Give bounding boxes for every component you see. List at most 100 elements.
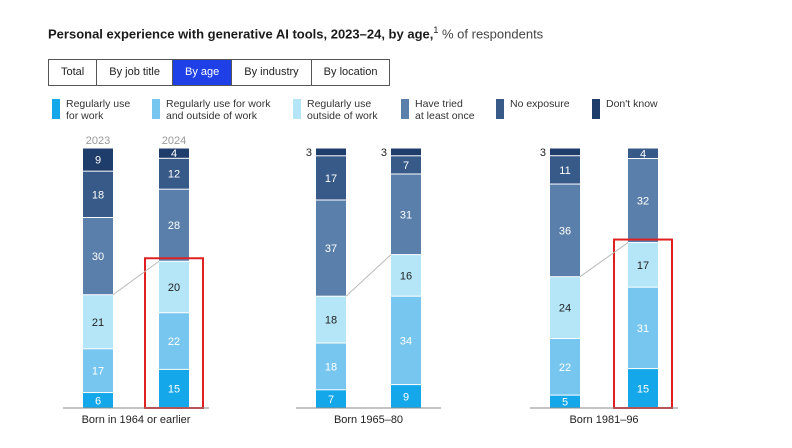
data-label: 9 [403, 391, 409, 403]
legend-item-regularly-use-work: Regularly use for work [52, 98, 130, 122]
bar-segment [83, 171, 113, 218]
legend: Regularly use for work Regularly use for… [52, 98, 752, 128]
legend-label: Don't know [606, 98, 658, 110]
bar-segment [550, 184, 580, 277]
bar-segment [391, 385, 421, 408]
data-label: 20 [168, 282, 180, 294]
data-label: 16 [400, 270, 412, 282]
data-label: 18 [92, 189, 104, 201]
bar-segment [83, 148, 113, 171]
bar-segment [316, 200, 346, 296]
bar-segment [550, 395, 580, 408]
data-label: 9 [95, 155, 101, 167]
legend-item-regularly-use-outside: Regularly use outside of work [293, 98, 378, 122]
bar-segment [159, 189, 189, 261]
data-label: 7 [403, 160, 409, 172]
bar-segment [391, 148, 421, 156]
legend-item-no-exposure: No exposure [496, 98, 570, 119]
bar-segment [628, 369, 658, 408]
bar-segment [628, 148, 658, 159]
bar-segment [159, 148, 189, 158]
tab-by-location[interactable]: By location [311, 60, 390, 85]
data-label: 15 [637, 383, 649, 395]
view-tabs: Total By job title By age By industry By… [48, 59, 391, 86]
title-subtitle: % of respondents [442, 26, 544, 42]
legend-label: Regularly use outside of work [307, 98, 378, 122]
year-label: 2024 [162, 135, 186, 147]
group-label: Born 1981–96 [569, 414, 638, 426]
legend-swatch [52, 99, 60, 119]
group-label: Born in 1964 or earlier [82, 414, 191, 426]
data-label: 3 [306, 147, 312, 159]
legend-item-dont-know: Don't know [592, 98, 658, 119]
chart-title: Personal experience with generative AI t… [48, 25, 543, 41]
data-label: 3 [381, 147, 387, 159]
tab-total[interactable]: Total [49, 60, 98, 85]
data-label: 18 [325, 361, 337, 373]
legend-item-regularly-use-both: Regularly use for work and outside of wo… [152, 98, 270, 122]
data-label: 34 [400, 335, 412, 347]
tab-by-age[interactable]: By age [173, 60, 233, 85]
bar-segment [391, 296, 421, 385]
bar-segment [391, 255, 421, 296]
data-label: 11 [559, 165, 570, 177]
data-label: 15 [168, 384, 180, 396]
data-label: 17 [92, 366, 104, 378]
bar-segment [316, 296, 346, 343]
legend-label: No exposure [510, 98, 570, 110]
bar-segment [83, 218, 113, 295]
legend-label: Regularly use for work and outside of wo… [166, 98, 271, 122]
data-label: 17 [637, 260, 649, 272]
bar-segment [550, 148, 580, 156]
bar-segment [391, 174, 421, 255]
connector-line [345, 254, 392, 297]
legend-label: Have tried at least once [415, 98, 475, 122]
bar-segment [159, 369, 189, 408]
data-label: 18 [325, 315, 337, 327]
data-label: 31 [637, 323, 649, 335]
bar-segment [628, 287, 658, 369]
connector-line [112, 260, 160, 296]
title-footnote: 1 [433, 25, 439, 35]
data-label: 32 [637, 196, 649, 208]
data-label: 6 [95, 395, 101, 407]
bar-segment [316, 148, 346, 156]
data-label: 12 [168, 169, 180, 181]
bar-segment [316, 390, 346, 408]
bar-segment [83, 393, 113, 408]
data-label: 37 [325, 243, 337, 255]
data-label: 36 [559, 225, 571, 237]
group-label: Born 1965–80 [334, 414, 403, 426]
legend-swatch [293, 99, 301, 119]
data-label: 22 [168, 336, 180, 348]
legend-item-have-tried: Have tried at least once [401, 98, 475, 122]
tab-by-job-title[interactable]: By job title [97, 60, 173, 85]
connector-line [579, 242, 629, 278]
bar-segment [159, 313, 189, 369]
data-label: 28 [168, 220, 180, 232]
data-label: 24 [559, 303, 571, 315]
legend-label: Regularly use for work [66, 98, 131, 122]
data-label: 7 [328, 394, 334, 406]
year-label: 2023 [86, 135, 110, 147]
bar-segment [550, 156, 580, 184]
data-label: 30 [92, 251, 104, 263]
bar-segment [391, 156, 421, 174]
legend-swatch [152, 99, 160, 119]
data-label: 4 [640, 148, 646, 160]
legend-swatch [496, 99, 504, 119]
bar-segment [83, 295, 113, 349]
bar-segment [550, 277, 580, 338]
data-label: 31 [400, 209, 412, 221]
data-label: 4 [171, 148, 177, 160]
data-label: 3 [540, 147, 546, 159]
bar-segment [628, 159, 658, 243]
legend-swatch [401, 99, 409, 119]
legend-swatch [592, 99, 600, 119]
data-label: 22 [559, 362, 571, 374]
tab-by-industry[interactable]: By industry [232, 60, 312, 85]
data-label: 17 [325, 173, 337, 185]
bar-segment [316, 156, 346, 200]
bar-segment [628, 243, 658, 287]
